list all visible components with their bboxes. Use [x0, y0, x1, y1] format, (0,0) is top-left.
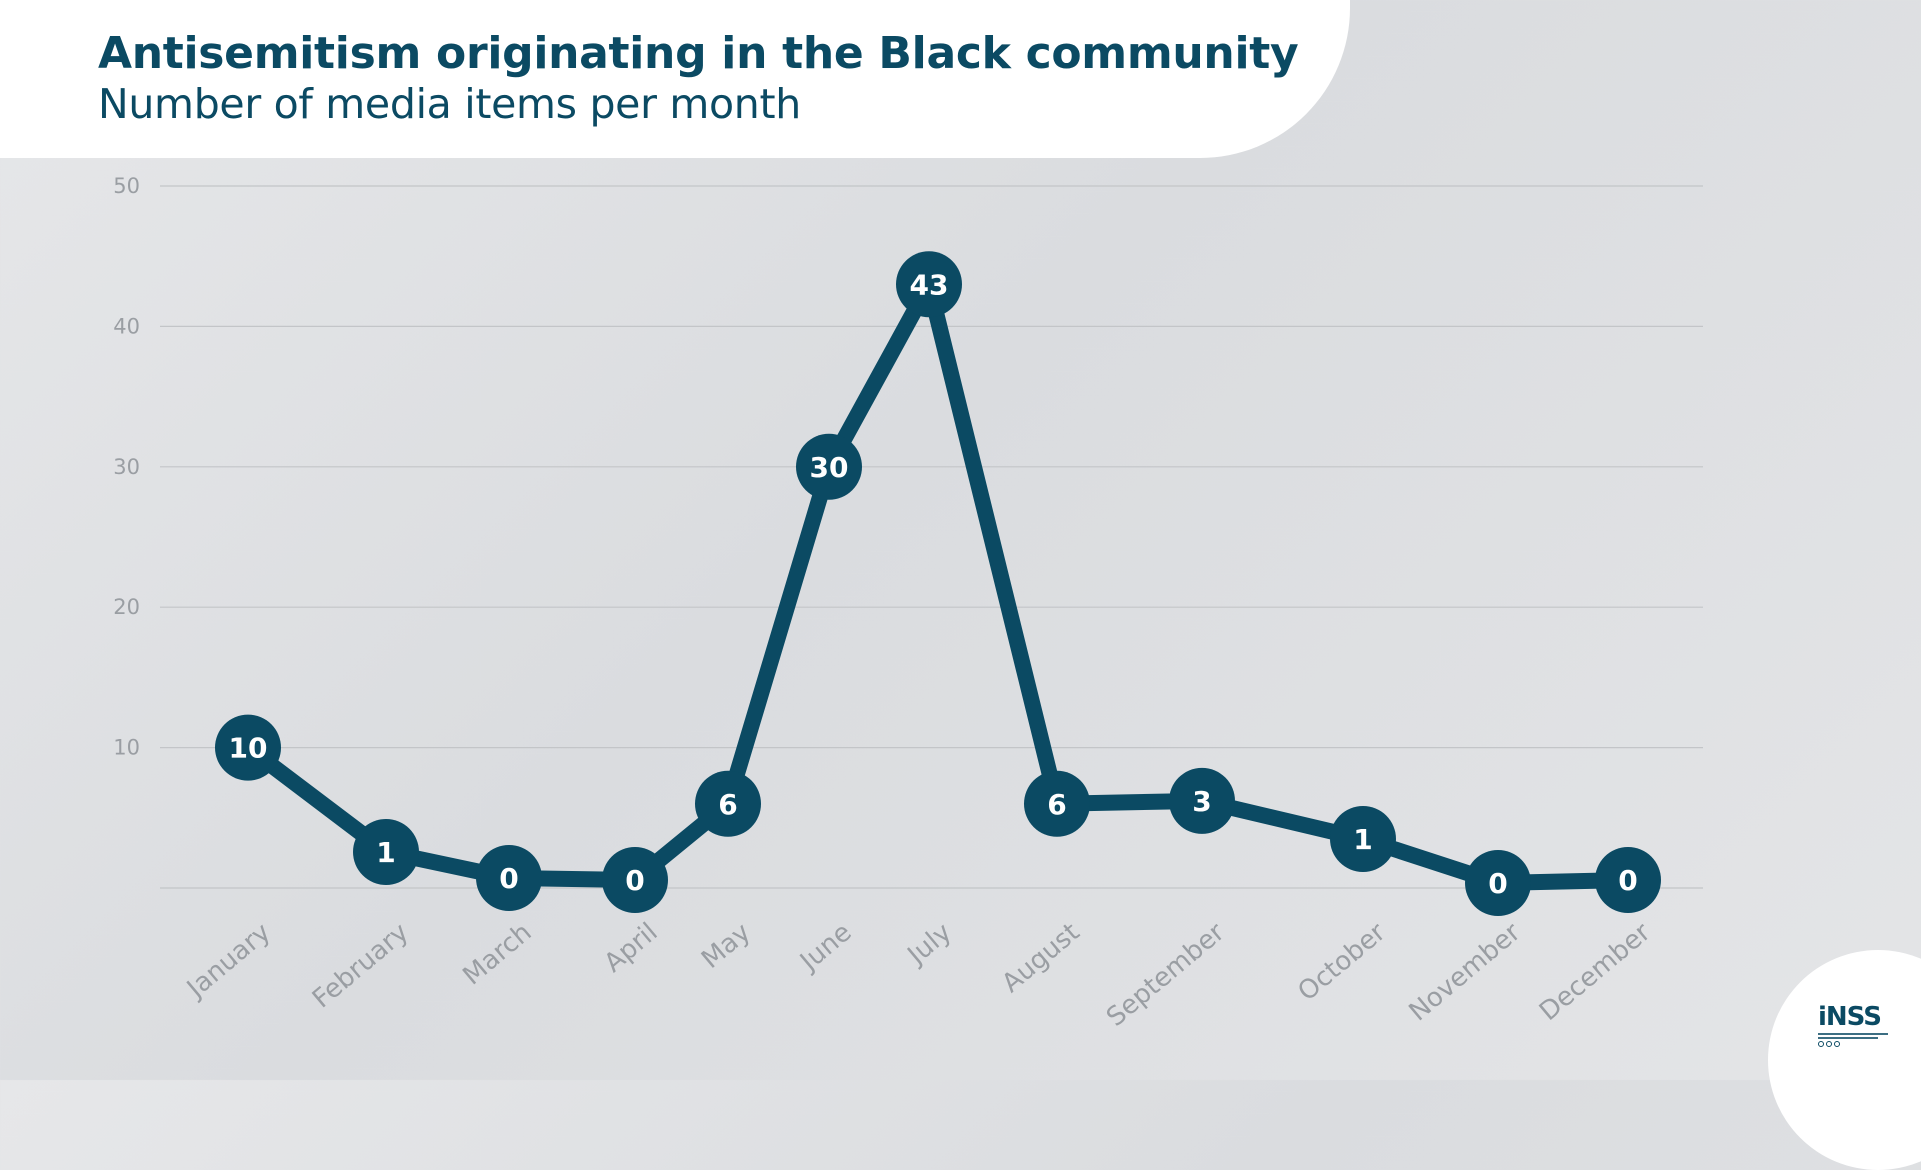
data-label-december: 0 — [1618, 864, 1637, 897]
y-tick-label-50: 50 — [113, 174, 140, 198]
y-tick-label-30: 30 — [113, 455, 140, 479]
data-point-august — [1024, 770, 1090, 837]
series-line — [240, 276, 1636, 891]
data-point-may — [695, 770, 761, 837]
data-label-may: 6 — [718, 788, 737, 821]
x-tick-label-november: November — [1404, 917, 1527, 1027]
x-tick-label-december: December — [1534, 917, 1657, 1027]
data-point-october — [1330, 805, 1396, 872]
data-point-september — [1169, 767, 1235, 834]
data-label-february: 1 — [376, 836, 395, 869]
logo-hebrew-lines — [1818, 1033, 1888, 1039]
inss-logo: iNSS — [1818, 1004, 1888, 1056]
y-tick-label-40: 40 — [113, 314, 140, 338]
data-point-march — [476, 845, 542, 911]
x-tick-label-april: April — [599, 917, 664, 978]
x-tick-label-january: January — [180, 917, 276, 1005]
logo-wordmark: iNSS — [1818, 1002, 1882, 1032]
data-point-february — [353, 818, 419, 885]
chart-title: Antisemitism originating in the Black co… — [98, 28, 1299, 79]
data-label-july: 43 — [910, 268, 949, 301]
x-tick-label-october: October — [1292, 917, 1391, 1007]
x-tick-label-august: August — [997, 917, 1086, 998]
data-label-april: 0 — [625, 864, 644, 897]
data-point-june — [796, 433, 862, 500]
data-label-september: 3 — [1192, 785, 1211, 818]
data-point-july — [896, 251, 962, 318]
data-point-november — [1465, 850, 1531, 916]
data-point-april — [602, 847, 668, 913]
x-tick-label-june: June — [793, 917, 857, 978]
data-label-august: 6 — [1047, 788, 1066, 821]
x-tick-label-july: July — [901, 917, 958, 971]
y-tick-label-20: 20 — [113, 595, 140, 619]
data-point-december — [1595, 847, 1661, 913]
data-label-june: 30 — [810, 451, 849, 484]
x-tick-label-september: September — [1101, 917, 1231, 1033]
x-tick-label-february: February — [307, 917, 415, 1014]
logo-dots-icon — [1818, 1041, 1888, 1047]
header-panel: Antisemitism originating in the Black co… — [0, 0, 1350, 158]
x-tick-label-march: March — [457, 917, 537, 991]
chart-subtitle: Number of media items per month — [98, 80, 801, 128]
data-point-january — [215, 714, 281, 781]
data-label-march: 0 — [499, 862, 518, 895]
data-label-october: 1 — [1353, 823, 1372, 856]
data-label-november: 0 — [1488, 867, 1507, 900]
y-tick-label-10: 10 — [113, 736, 140, 760]
x-tick-label-may: May — [696, 917, 756, 975]
data-label-january: 10 — [229, 732, 268, 765]
